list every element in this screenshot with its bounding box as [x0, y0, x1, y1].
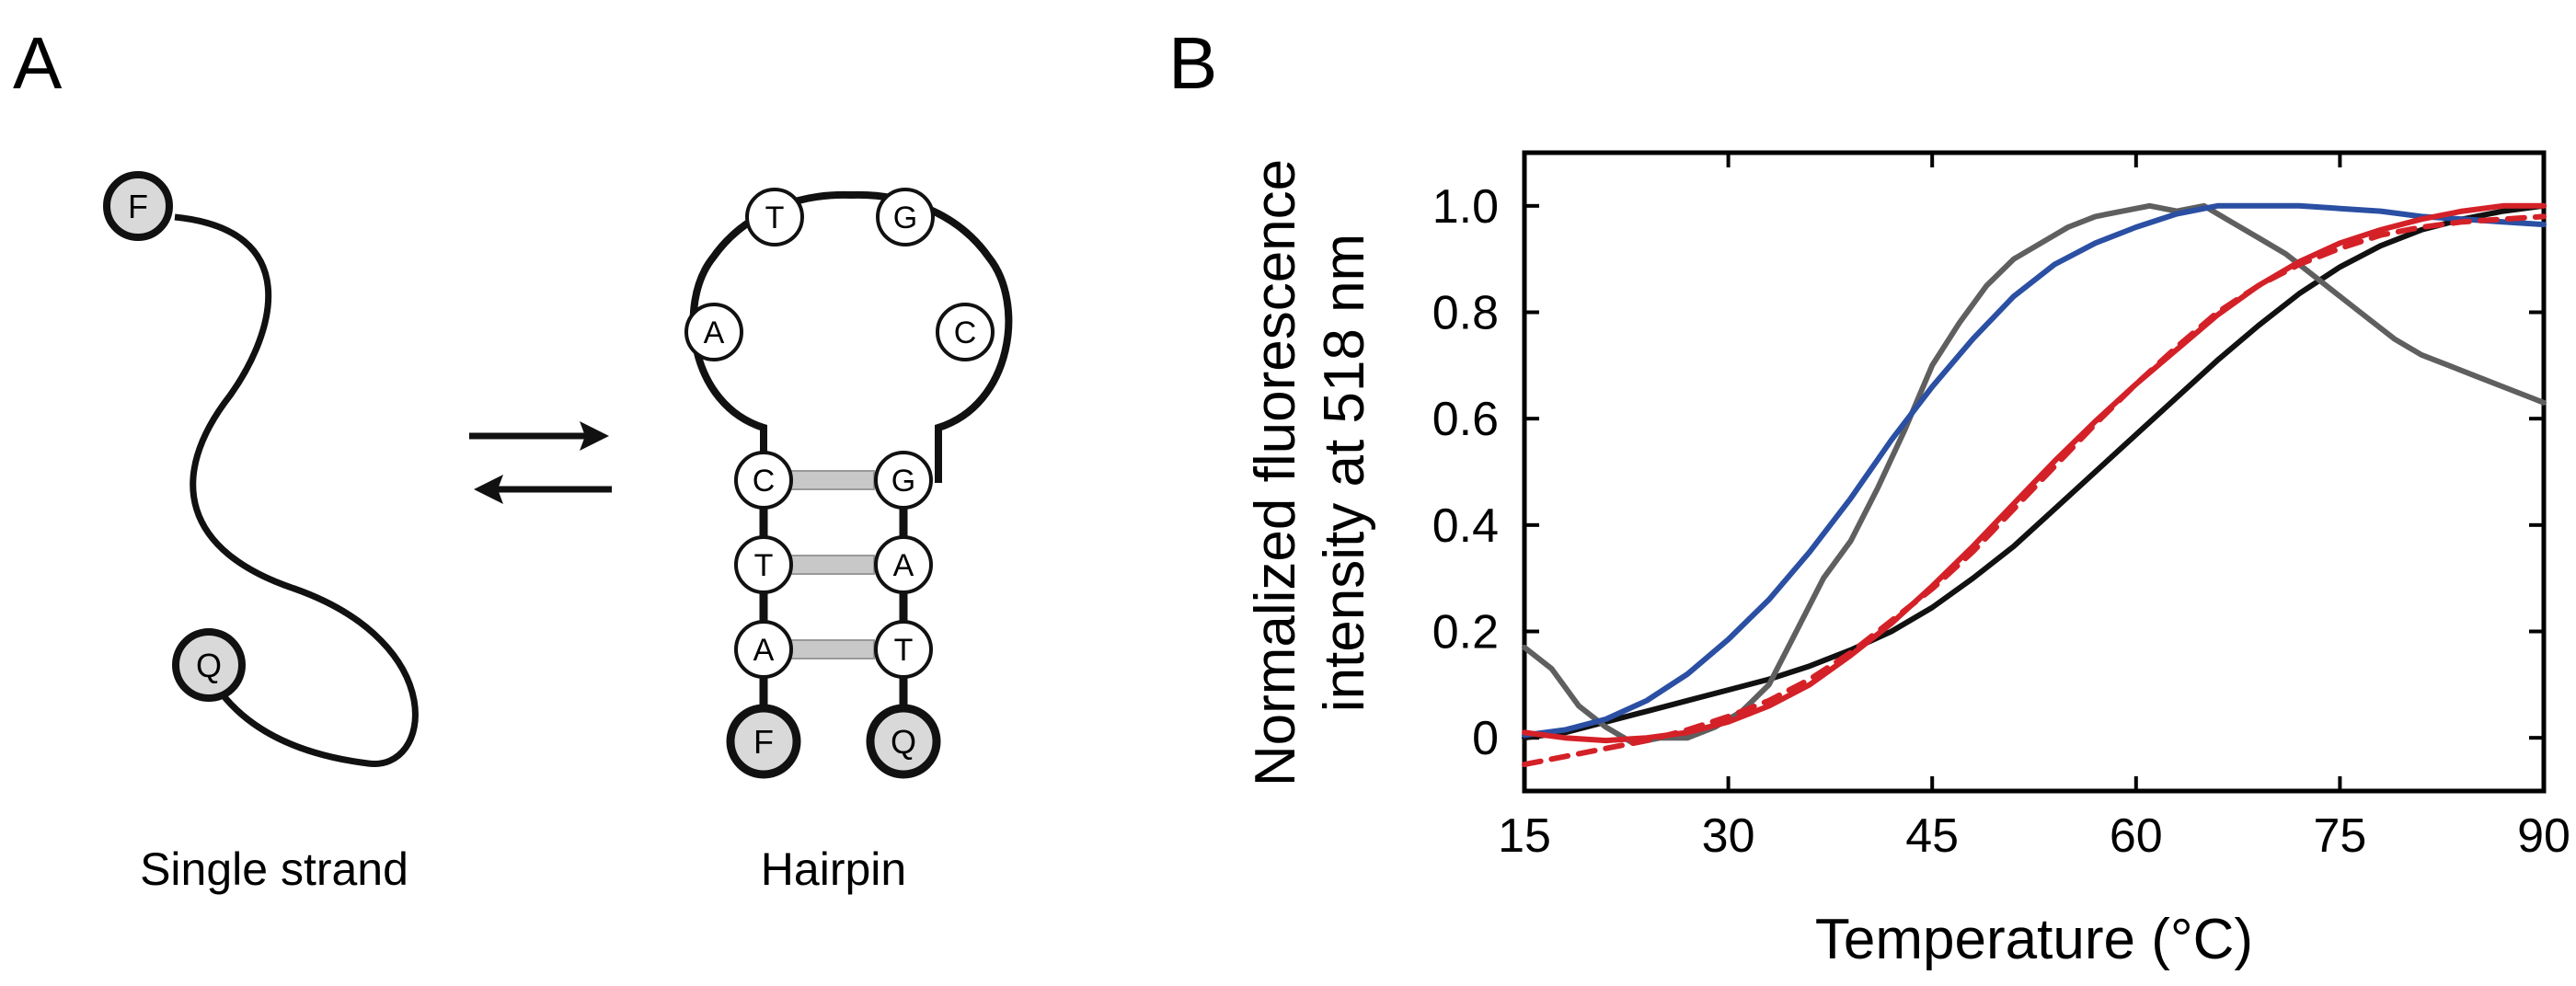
- stem-nucleotide: G: [874, 451, 933, 510]
- loop-nucleotide-label: C: [954, 315, 977, 350]
- chart: 15 30 45 60 75 90 0 0.2 0.4 0.6 0.8 1.0 Temperature…: [1244, 150, 2570, 971]
- series-line-red-dashed: [1522, 213, 2547, 768]
- chart-tick-labels: 15 30 45 60 75 90 0 0.2 0.4 0.6 0.8 1.0: [1432, 180, 2570, 863]
- hairpin-fluorophore-label: F: [753, 723, 774, 761]
- base-pair-bond: [790, 639, 875, 659]
- x-tick-label: 60: [2110, 809, 2163, 863]
- hairpin-quencher-label: Q: [891, 723, 916, 761]
- series-line-gray: [1522, 202, 2547, 746]
- hairpin-quencher-bead: Q: [866, 704, 941, 779]
- stem-nucleotide-label: G: [891, 464, 915, 499]
- stem-nucleotide-label: T: [754, 548, 774, 583]
- quencher-bead: Q: [172, 628, 246, 702]
- x-tick-label: 75: [2313, 809, 2366, 863]
- panel-a-label: A: [13, 22, 63, 104]
- chart-series: [1522, 202, 2547, 768]
- single-strand-backbone: [174, 213, 419, 767]
- x-tick-label: 90: [2517, 809, 2570, 863]
- series-line-red: [1522, 202, 2547, 744]
- stem-nucleotide-label: T: [894, 633, 914, 668]
- series-line-black: [1522, 202, 2547, 741]
- stem-nucleotide: A: [874, 535, 933, 594]
- y-tick-label: 0.2: [1432, 606, 1499, 659]
- x-tick-label: 45: [1905, 809, 1959, 863]
- y-tick-label: 0.4: [1432, 499, 1499, 553]
- fluorophore-label: F: [128, 188, 148, 225]
- panel-b-label: B: [1168, 22, 1217, 104]
- stem-nucleotide: T: [734, 535, 793, 594]
- loop-nucleotide-label: T: [765, 201, 785, 235]
- hairpin-fluorophore-bead: F: [726, 704, 801, 779]
- y-tick-label: 0.6: [1432, 393, 1499, 446]
- y-tick-label: 1.0: [1432, 180, 1499, 234]
- reverse-arrow-head: [474, 475, 503, 504]
- y-axis-title-line-1: Normalized fluorescence: [1244, 159, 1307, 786]
- panel-a: A F Q Single strand: [13, 22, 1013, 895]
- panel-b: B 15 30 45 60 75 90 0 0.2 0.4 0.6 0.8 1.0 Temperatu…: [1168, 22, 2570, 971]
- equilibrium-arrows: [469, 421, 612, 504]
- loop-nucleotide: A: [684, 303, 743, 361]
- loop-nucleotide-label: G: [893, 201, 917, 235]
- y-tick-label: 0: [1472, 712, 1499, 765]
- loop-nucleotide-label: A: [704, 315, 725, 350]
- fluorophore-bead: F: [103, 171, 173, 241]
- base-pair-bond: [790, 470, 875, 490]
- single-strand-diagram: F Q Single strand: [103, 171, 419, 895]
- stem-nucleotide-label: A: [753, 633, 775, 668]
- hairpin-caption: Hairpin: [761, 843, 906, 895]
- x-tick-label: 30: [1702, 809, 1755, 863]
- plot-frame: [1522, 150, 2547, 794]
- stem-nucleotide: A: [734, 620, 793, 679]
- y-tick-label: 0.8: [1432, 287, 1499, 340]
- base-pair-bond: [790, 555, 875, 575]
- loop-nucleotide: C: [936, 303, 995, 361]
- x-axis-title: Temperature (°C): [1815, 908, 2253, 971]
- quencher-label: Q: [196, 647, 222, 684]
- stem-nucleotide: T: [874, 620, 933, 679]
- loop-nucleotide: T: [745, 188, 804, 246]
- stem-nucleotide: C: [734, 451, 793, 510]
- stem-nucleotide-label: A: [893, 548, 914, 583]
- single-strand-caption: Single strand: [140, 843, 408, 895]
- x-tick-label: 15: [1498, 809, 1551, 863]
- series-line-blue: [1522, 202, 2547, 739]
- hairpin-diagram: T G A C C T A: [684, 188, 1013, 895]
- forward-arrow-head: [580, 421, 609, 451]
- y-axis-title-line-2: intensity at 518 nm: [1313, 234, 1376, 712]
- stem-nucleotide-label: C: [753, 464, 776, 499]
- loop-nucleotide: G: [876, 188, 935, 246]
- base-pair-bonds: [790, 470, 875, 659]
